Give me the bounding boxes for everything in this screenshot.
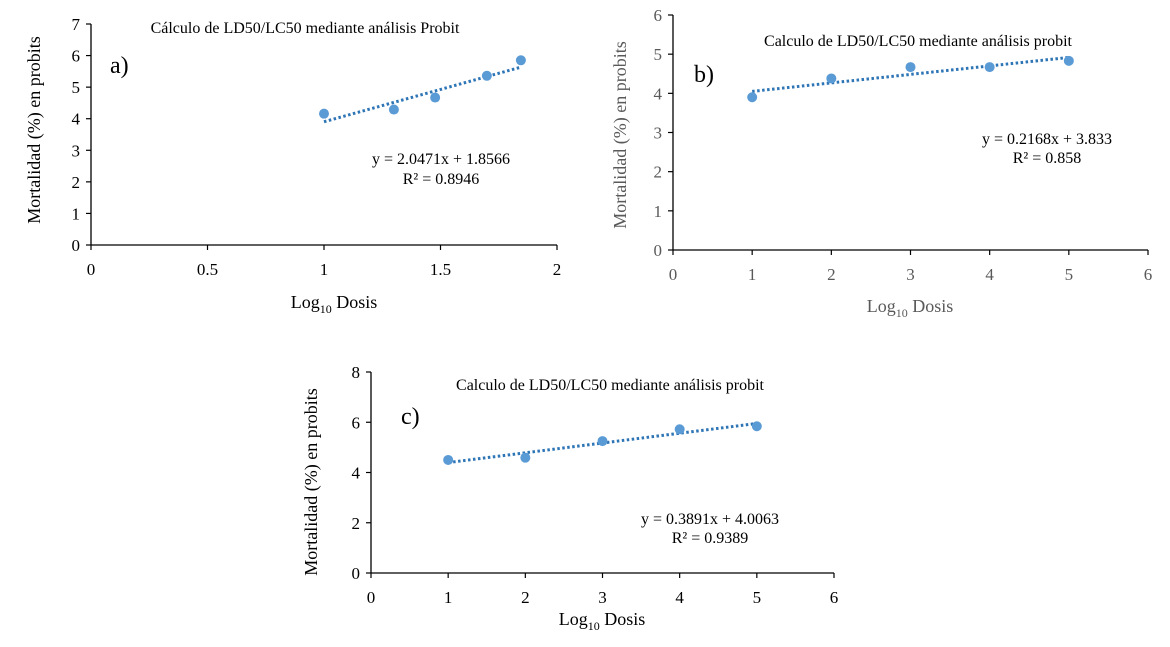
x-tick-label: 2	[827, 265, 836, 284]
y-axis-title: Mortalidad (%) en probits	[301, 388, 322, 575]
x-tick-label: 0	[669, 265, 678, 284]
x-tick-label: 0	[367, 588, 376, 607]
trendline-equation: y = 2.0471x + 1.8566	[372, 151, 510, 168]
data-point	[984, 62, 995, 73]
x-tick-label: 1.5	[430, 260, 451, 279]
chart-title: Calculo de LD50/LC50 mediante análisis p…	[456, 377, 764, 394]
chart-b: 0 1 2 3 4 5 6 0 1 2 3 4 5 6 Calculo de LD50/LC50 media…	[610, 6, 1152, 320]
data-point	[597, 436, 608, 447]
data-point	[443, 454, 454, 465]
y-tick-label: 5	[72, 78, 81, 97]
data-point	[1063, 55, 1074, 66]
x-tick-label: 3	[598, 588, 607, 607]
chart-c: 0 2 4 6 8 0 1 2 3 4 5 6 Calculo de LD50/LC50 mediant…	[301, 363, 838, 633]
x-tick-label: 3	[906, 265, 915, 284]
data-point	[388, 104, 399, 115]
y-tick-label: 3	[72, 141, 81, 160]
data-point	[826, 73, 837, 84]
y-tick-label: 0	[72, 236, 81, 255]
x-tick-label: 6	[830, 588, 839, 607]
x-tick-label: 4	[675, 588, 684, 607]
y-tick-label: 8	[352, 363, 361, 382]
y-tick-label: 0	[352, 564, 361, 583]
x-tick-label: 2	[553, 260, 562, 279]
y-tick-label: 1	[72, 204, 81, 223]
x-axis-title: Log10 Dosis	[291, 292, 378, 316]
x-axis-title-log: Log	[867, 296, 896, 316]
y-tick-label: 2	[654, 163, 663, 182]
x-tick-label: 0.5	[197, 260, 218, 279]
x-axis-title-log: Log	[291, 292, 320, 312]
data-point	[751, 421, 762, 432]
r-squared-label: R² = 0.858	[1013, 150, 1082, 167]
y-tick-label: 4	[654, 84, 663, 103]
x-axis-title-suffix: Dosis	[332, 292, 378, 312]
data-point	[481, 70, 492, 81]
y-tick-label: 4	[72, 110, 81, 129]
x-tick-label: 6	[1144, 265, 1153, 284]
x-axis-title-subscript: 10	[320, 302, 332, 316]
y-axis-title: Mortalidad (%) en probits	[610, 41, 631, 228]
trendline	[752, 55, 1069, 93]
x-tick-label: 4	[985, 265, 994, 284]
y-tick-label: 7	[72, 15, 81, 34]
x-tick-label: 5	[1065, 265, 1074, 284]
y-axis-title: Mortalidad (%) en probits	[24, 36, 45, 223]
x-axis-title-subscript: 10	[588, 619, 600, 633]
x-axis-title: Log10 Dosis	[867, 296, 954, 320]
y-tick-label: 2	[352, 514, 361, 533]
y-tick-label: 6	[654, 6, 663, 25]
x-tick-label: 1	[320, 260, 329, 279]
chart-a: 0 1 2 3 4 5 6 7 0 0.5 1 1.5 2 Cálculo de LD50/LC50 me…	[24, 15, 561, 316]
y-tick-label: 5	[654, 45, 663, 64]
x-tick-label: 1	[444, 588, 453, 607]
data-point	[430, 92, 441, 103]
x-tick-label: 2	[521, 588, 530, 607]
y-tick-label: 6	[352, 413, 361, 432]
x-tick-label: 0	[87, 260, 96, 279]
panel-label: b)	[694, 62, 714, 88]
y-tick-label: 0	[654, 241, 663, 260]
y-tick-label: 6	[72, 47, 81, 66]
y-tick-label: 1	[654, 202, 663, 221]
panel-label: a)	[110, 53, 129, 79]
y-tick-label: 2	[72, 173, 81, 192]
x-axis-title: Log10 Dosis	[559, 609, 646, 633]
trendline-equation: y = 0.2168x + 3.833	[982, 131, 1112, 148]
chart-title: Cálculo de LD50/LC50 mediante análisis P…	[151, 20, 460, 37]
trendline-equation: y = 0.3891x + 4.0063	[641, 511, 779, 528]
chart-title: Calculo de LD50/LC50 mediante análisis p…	[764, 33, 1072, 50]
x-tick-label: 1	[748, 265, 757, 284]
data-point	[520, 452, 531, 463]
x-axis-title-suffix: Dosis	[908, 296, 954, 316]
y-tick-label: 3	[654, 124, 663, 143]
r-squared-label: R² = 0.8946	[403, 171, 480, 188]
data-point	[319, 108, 329, 119]
data-point	[515, 55, 526, 66]
data-point	[905, 62, 916, 73]
x-axis-title-suffix: Dosis	[600, 609, 646, 629]
data-point	[674, 424, 685, 435]
x-axis-title-subscript: 10	[896, 306, 908, 320]
x-tick-label: 5	[753, 588, 762, 607]
panel-label: c)	[401, 404, 420, 430]
y-tick-label: 4	[352, 464, 361, 483]
x-axis-title-log: Log	[559, 609, 588, 629]
data-point	[747, 92, 758, 103]
r-squared-label: R² = 0.9389	[672, 530, 749, 547]
